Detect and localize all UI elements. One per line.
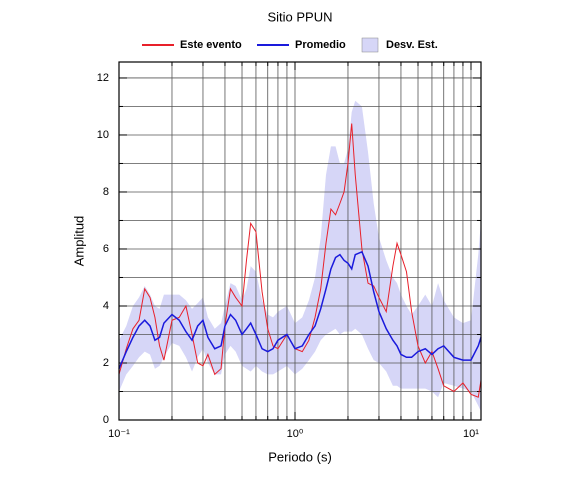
series-line bbox=[118, 123, 482, 398]
legend-label: Promedio bbox=[295, 39, 346, 51]
x-axis-label: Periodo (s) bbox=[268, 449, 332, 464]
y-tick-label: 12 bbox=[97, 72, 109, 84]
legend-label: Desv. Est. bbox=[386, 39, 438, 51]
y-tick-label: 8 bbox=[103, 186, 109, 198]
y-tick-label: 4 bbox=[103, 300, 109, 312]
legend-item: Promedio bbox=[257, 39, 346, 51]
chart-title: Sitio PPUN bbox=[267, 9, 332, 24]
plot-frame bbox=[118, 61, 482, 421]
y-axis-label: Amplitud bbox=[71, 216, 86, 267]
legend-swatch bbox=[361, 37, 379, 53]
y-tick-label: 6 bbox=[103, 243, 109, 255]
legend-label: Este evento bbox=[180, 39, 242, 51]
x-tick-label: 10⁻¹ bbox=[108, 428, 130, 440]
y-tick-label: 2 bbox=[103, 357, 109, 369]
y-tick-label: 10 bbox=[97, 129, 109, 141]
x-tick-label: 10⁰ bbox=[287, 428, 304, 440]
legend-item: Este evento bbox=[142, 39, 242, 51]
legend-item: Desv. Est. bbox=[361, 37, 438, 53]
x-tick-label: 10¹ bbox=[463, 428, 479, 440]
std-band bbox=[119, 100, 481, 412]
series-line bbox=[118, 250, 482, 369]
y-tick-label: 0 bbox=[103, 414, 109, 426]
